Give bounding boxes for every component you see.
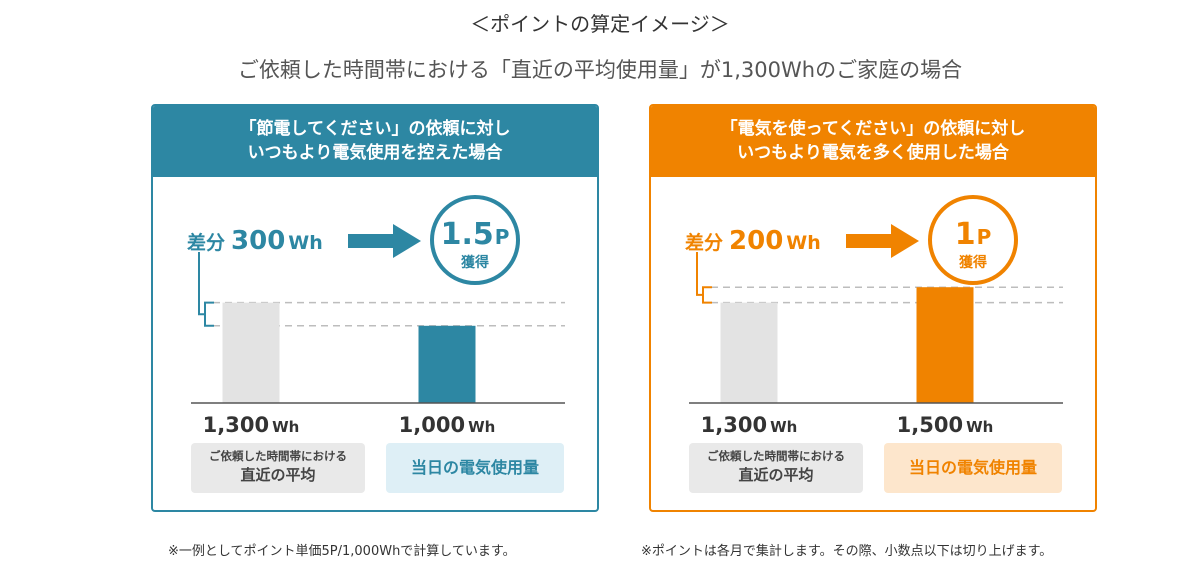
value-label: 1,300 Wh [203, 413, 300, 437]
card-heading-line-1: 「電気を使ってください」の依頼に対し [720, 119, 1026, 139]
footnote-unit-price: ※一例としてポイント単価5P/1,000Whで計算しています。 [168, 544, 516, 559]
difference-bracket [204, 301, 214, 327]
bar-average [720, 302, 778, 403]
page-subtitle: ご依頼した時間帯における「直近の平均使用量」が1,300Whのご家庭の場合 [237, 58, 963, 82]
points-caption: 獲得 [461, 254, 489, 271]
card-heading: 「節電してください」の依頼に対し いつもより電気使用を控えた場合 [153, 106, 597, 177]
difference-connector [198, 252, 205, 316]
difference-label: 差分 300 Wh [187, 226, 323, 256]
value-label: 1,500 Wh [897, 413, 994, 437]
category-label-today: 当日の電気使用量 [884, 443, 1062, 493]
saving-bar-chart: 1,300 Wh 1,000 Wh 差分 300 Wh 1.5P 獲得 [187, 195, 565, 437]
card-heading-line-2: いつもより電気を多く使用した場合 [737, 143, 1009, 163]
points-value: 1.5P [441, 217, 510, 252]
arrow-icon [348, 224, 421, 258]
category-label-average: ご依頼した時間帯における 直近の平均 [689, 443, 863, 493]
points-value: 1P [955, 217, 992, 252]
usage-case-card: 「電気を使ってください」の依頼に対し いつもより電気を多く使用した場合 1,30… [649, 104, 1097, 512]
bar-today [916, 287, 974, 403]
category-label-line-1: ご依頼した時間帯における [707, 449, 845, 463]
category-label-line-1: ご依頼した時間帯における [209, 449, 347, 463]
value-label: 1,300 Wh [701, 413, 798, 437]
bar-today [418, 325, 476, 403]
card-heading-line-2: いつもより電気使用を控えた場合 [247, 143, 503, 163]
difference-label: 差分 200 Wh [685, 226, 821, 256]
arrow-icon [846, 224, 919, 258]
usage-bar-chart: 1,300 Wh 1,500 Wh 差分 200 Wh 1P 獲得 [685, 195, 1063, 437]
category-label-line-2: 直近の平均 [240, 466, 316, 484]
category-label-today: 当日の電気使用量 [386, 443, 564, 493]
difference-bracket [702, 286, 712, 304]
points-circle [928, 195, 1018, 285]
card-heading-line-1: 「節電してください」の依頼に対し [239, 119, 511, 139]
category-label-average: ご依頼した時間帯における 直近の平均 [191, 443, 365, 493]
footnote-rounding: ※ポイントは各月で集計します。その際、小数点以下は切り上げます。 [641, 544, 1053, 559]
difference-connector [696, 252, 703, 296]
category-label-line-2: 直近の平均 [738, 466, 814, 484]
value-label: 1,000 Wh [399, 413, 496, 437]
points-circle [430, 195, 520, 285]
saving-case-card: 「節電してください」の依頼に対し いつもより電気使用を控えた場合 1,300 Wh… [151, 104, 599, 512]
card-heading: 「電気を使ってください」の依頼に対し いつもより電気を多く使用した場合 [651, 106, 1095, 177]
page-title: ＜ポイントの算定イメージ＞ [470, 12, 730, 36]
points-caption: 獲得 [959, 254, 987, 271]
bar-average [222, 302, 280, 403]
